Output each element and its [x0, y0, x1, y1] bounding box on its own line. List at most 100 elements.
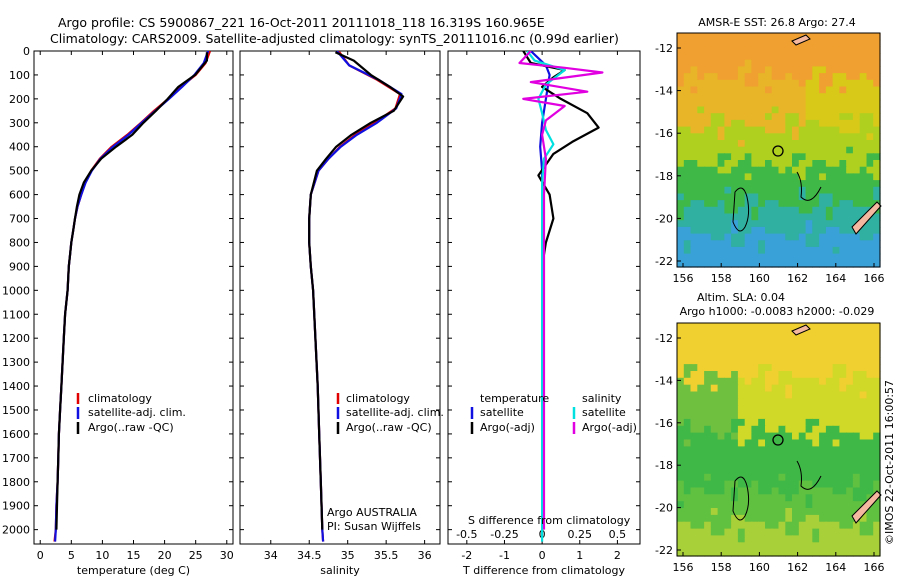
map-cell [873, 240, 881, 248]
map-cell [765, 460, 773, 468]
map-cell [704, 33, 712, 41]
map-cell [683, 453, 692, 461]
map-cell [731, 59, 739, 67]
map-cell [778, 153, 786, 161]
map-cell [832, 200, 840, 208]
map-cell [866, 253, 874, 261]
map-cell [859, 193, 868, 201]
map-cell [873, 39, 881, 47]
map-cell [744, 405, 753, 413]
map-cell [677, 371, 685, 379]
map-cell [710, 357, 719, 365]
map-cell [819, 460, 827, 468]
map-cell [737, 39, 746, 47]
map-cell [697, 73, 705, 81]
map-cell [798, 466, 807, 475]
map-cell [812, 99, 820, 108]
map-cell [866, 173, 874, 181]
map-cell [697, 439, 705, 447]
map-cell [846, 439, 854, 447]
map-cell [697, 501, 705, 509]
map-cell [765, 86, 773, 94]
map-cell [744, 106, 753, 114]
map-cell [771, 260, 780, 268]
map-cell [771, 487, 780, 495]
map-cell [852, 153, 861, 161]
map-cell [710, 377, 719, 386]
map-cell [819, 246, 827, 255]
map-cell [866, 73, 874, 81]
map-cell [717, 405, 725, 413]
x-tick-label: 15 [127, 549, 141, 562]
map-cell [798, 384, 807, 393]
map-cell [690, 186, 698, 195]
map-cell [785, 99, 793, 108]
map-cell [697, 377, 705, 386]
map-cell [704, 528, 712, 537]
map-cell [697, 371, 705, 379]
map-cell [724, 233, 732, 241]
map-cell [771, 343, 780, 352]
map-cell [771, 398, 780, 406]
map-cell [798, 487, 807, 495]
map-cell [866, 405, 874, 413]
map-cell [798, 542, 807, 550]
map-cell [778, 384, 786, 393]
map-cell [677, 398, 685, 406]
map-cell [785, 377, 793, 386]
map-cell [751, 480, 759, 489]
map-cell [852, 186, 861, 195]
map-cell [744, 119, 753, 128]
map-cell [839, 549, 847, 557]
map-cell [839, 418, 847, 427]
map-x-tick-label: 162 [787, 272, 808, 285]
map-cell [737, 140, 746, 148]
map-cell [758, 206, 766, 215]
map-cell [744, 514, 753, 523]
map-cell [717, 233, 725, 241]
map-cell [778, 494, 786, 502]
map-cell [710, 487, 719, 495]
map-cell [852, 405, 861, 413]
map-cell [785, 508, 793, 516]
map-cell [805, 405, 813, 413]
map-cell [792, 180, 800, 188]
map-cell [846, 384, 854, 393]
map-cell [771, 357, 780, 365]
map-cell [765, 542, 773, 550]
map-cell [819, 425, 827, 434]
map-cell [785, 323, 793, 331]
map-cell [690, 220, 698, 228]
map-cell [710, 542, 719, 550]
map-cell [690, 508, 698, 516]
map-cell [805, 193, 813, 201]
map-cell [846, 153, 854, 161]
map-cell [812, 226, 820, 235]
map-cell [852, 253, 861, 261]
map-cell [731, 350, 739, 358]
map-cell [846, 329, 854, 338]
map-cell [751, 350, 759, 358]
map-cell [704, 549, 712, 557]
map-cell [839, 213, 847, 221]
map-cell [825, 384, 834, 393]
map-cell [744, 180, 753, 188]
map-cell [805, 180, 813, 188]
map-cell [866, 398, 874, 406]
map-cell [690, 528, 698, 537]
map-cell [792, 200, 800, 208]
map-cell [731, 113, 739, 121]
map-cell [771, 412, 780, 420]
map-cell [873, 146, 881, 154]
map-cell [832, 425, 840, 434]
island [791, 324, 811, 336]
map-cell [825, 133, 834, 141]
map-cell [717, 200, 725, 208]
map-cell [873, 364, 881, 372]
map-cell [859, 446, 868, 454]
map-cell [744, 364, 753, 372]
map-cell [866, 336, 874, 345]
map-cell [704, 246, 712, 255]
map-cell [710, 384, 719, 393]
map-cell [765, 364, 773, 372]
